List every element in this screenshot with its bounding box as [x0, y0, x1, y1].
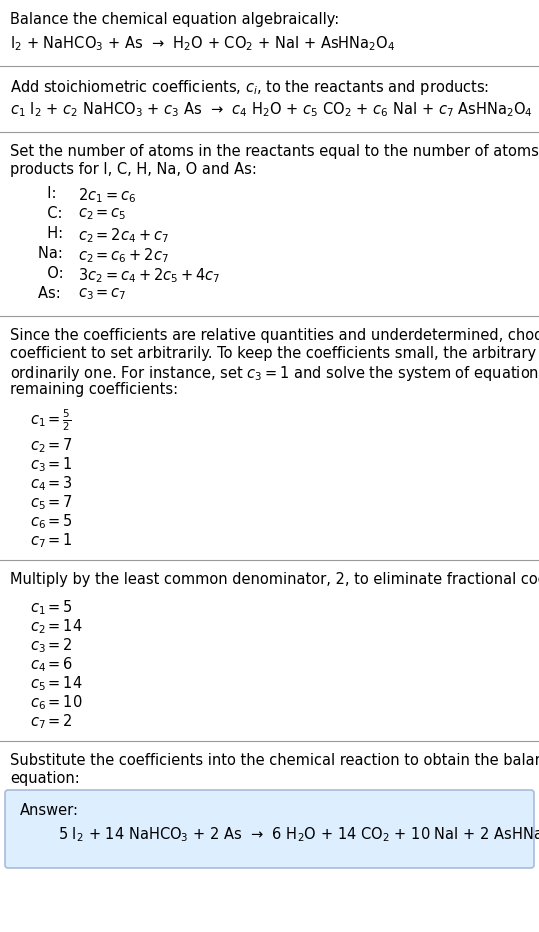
Text: $c_2 = c_6 + 2 c_7$: $c_2 = c_6 + 2 c_7$: [78, 246, 169, 265]
Text: C:: C:: [38, 206, 72, 221]
Text: $c_6 = 5$: $c_6 = 5$: [30, 512, 73, 530]
Text: $2 c_1 = c_6$: $2 c_1 = c_6$: [78, 186, 136, 205]
Text: $c_2 = c_5$: $c_2 = c_5$: [78, 206, 127, 222]
Text: As:: As:: [38, 286, 70, 301]
Text: I$_2$ + NaHCO$_3$ + As  →  H$_2$O + CO$_2$ + NaI + AsHNa$_2$O$_4$: I$_2$ + NaHCO$_3$ + As → H$_2$O + CO$_2$…: [10, 34, 395, 53]
Text: 5 I$_2$ + 14 NaHCO$_3$ + 2 As  →  6 H$_2$O + 14 CO$_2$ + 10 NaI + 2 AsHNa$_2$O$_: 5 I$_2$ + 14 NaHCO$_3$ + 2 As → 6 H$_2$O…: [58, 825, 539, 843]
Text: Add stoichiometric coefficients, $c_i$, to the reactants and products:: Add stoichiometric coefficients, $c_i$, …: [10, 78, 489, 97]
Text: $c_2 = 14$: $c_2 = 14$: [30, 617, 82, 636]
Text: $c_1$ I$_2$ + $c_2$ NaHCO$_3$ + $c_3$ As  →  $c_4$ H$_2$O + $c_5$ CO$_2$ + $c_6$: $c_1$ I$_2$ + $c_2$ NaHCO$_3$ + $c_3$ As…: [10, 100, 533, 118]
Text: I:: I:: [38, 186, 66, 201]
Text: $c_3 = c_7$: $c_3 = c_7$: [78, 286, 127, 302]
Text: $3 c_2 = c_4 + 2 c_5 + 4 c_7$: $3 c_2 = c_4 + 2 c_5 + 4 c_7$: [78, 266, 220, 284]
FancyBboxPatch shape: [5, 790, 534, 868]
Text: $c_7 = 1$: $c_7 = 1$: [30, 531, 73, 550]
Text: $c_3 = 1$: $c_3 = 1$: [30, 455, 73, 473]
Text: remaining coefficients:: remaining coefficients:: [10, 382, 178, 397]
Text: $c_3 = 2$: $c_3 = 2$: [30, 636, 73, 654]
Text: Substitute the coefficients into the chemical reaction to obtain the balanced: Substitute the coefficients into the che…: [10, 753, 539, 768]
Text: O:: O:: [38, 266, 73, 281]
Text: ordinarily one. For instance, set $c_3 = 1$ and solve the system of equations fo: ordinarily one. For instance, set $c_3 =…: [10, 364, 539, 383]
Text: $c_1 = \frac{5}{2}$: $c_1 = \frac{5}{2}$: [30, 408, 72, 433]
Text: $c_4 = 3$: $c_4 = 3$: [30, 474, 73, 493]
Text: Set the number of atoms in the reactants equal to the number of atoms in the: Set the number of atoms in the reactants…: [10, 144, 539, 159]
Text: coefficient to set arbitrarily. To keep the coefficients small, the arbitrary va: coefficient to set arbitrarily. To keep …: [10, 346, 539, 361]
Text: Since the coefficients are relative quantities and underdetermined, choose a: Since the coefficients are relative quan…: [10, 328, 539, 343]
Text: Answer:: Answer:: [20, 803, 79, 818]
Text: $c_1 = 5$: $c_1 = 5$: [30, 598, 73, 617]
Text: $c_7 = 2$: $c_7 = 2$: [30, 712, 73, 731]
Text: $c_2 = 7$: $c_2 = 7$: [30, 436, 73, 455]
Text: products for I, C, H, Na, O and As:: products for I, C, H, Na, O and As:: [10, 162, 257, 177]
Text: Multiply by the least common denominator, 2, to eliminate fractional coefficient: Multiply by the least common denominator…: [10, 572, 539, 587]
Text: $c_4 = 6$: $c_4 = 6$: [30, 655, 73, 674]
Text: $c_5 = 14$: $c_5 = 14$: [30, 674, 82, 692]
Text: $c_6 = 10$: $c_6 = 10$: [30, 693, 82, 712]
Text: Balance the chemical equation algebraically:: Balance the chemical equation algebraica…: [10, 12, 339, 27]
Text: $c_5 = 7$: $c_5 = 7$: [30, 493, 73, 512]
Text: Na:: Na:: [38, 246, 72, 261]
Text: equation:: equation:: [10, 771, 80, 786]
Text: H:: H:: [38, 226, 72, 241]
Text: $c_2 = 2 c_4 + c_7$: $c_2 = 2 c_4 + c_7$: [78, 226, 169, 245]
